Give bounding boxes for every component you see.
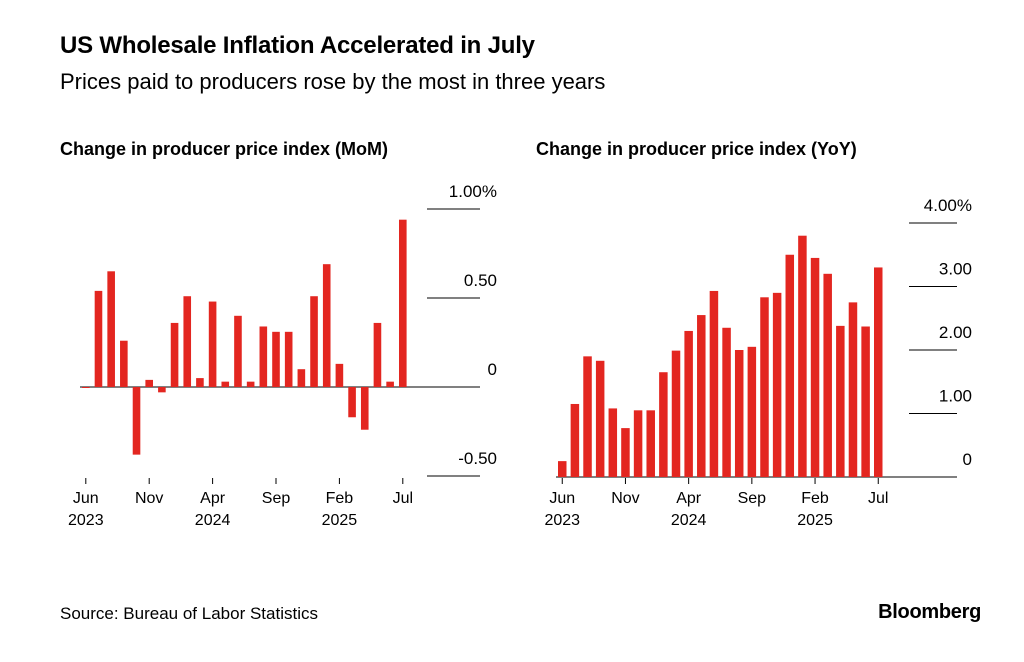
yoy-bar bbox=[684, 330, 693, 477]
yoy-bar bbox=[747, 346, 757, 477]
mom-x-tick-label: Jun bbox=[73, 490, 99, 507]
yoy-bar bbox=[646, 410, 655, 477]
mom-x-tick-label: Jul bbox=[393, 490, 413, 507]
yoy-bar bbox=[621, 428, 630, 477]
mom-x-tick-label: 2023 bbox=[68, 512, 104, 529]
mom-bar bbox=[94, 290, 103, 387]
mom-bar bbox=[373, 322, 382, 387]
mom-bar bbox=[120, 340, 128, 387]
mom-bar bbox=[170, 322, 179, 387]
yoy-bar bbox=[785, 254, 795, 477]
mom-y-tick-label: -0.50 bbox=[458, 449, 497, 468]
yoy-bar bbox=[848, 302, 858, 477]
mom-bar bbox=[145, 379, 153, 387]
mom-y-tick-label: 0 bbox=[488, 360, 497, 379]
mom-bar bbox=[196, 378, 204, 387]
yoy-bar bbox=[810, 257, 820, 477]
mom-x-tick-label: 2025 bbox=[322, 512, 358, 529]
mom-panel-title: Change in producer price index (MoM) bbox=[60, 139, 388, 159]
yoy-y-tick-label: 3.00 bbox=[939, 260, 972, 279]
yoy-bar bbox=[772, 292, 782, 477]
mom-bar bbox=[221, 381, 230, 387]
yoy-bar bbox=[583, 356, 592, 477]
yoy-y-tick-label: 1.00 bbox=[939, 387, 972, 406]
mom-bar bbox=[132, 387, 141, 455]
yoy-bar bbox=[633, 410, 643, 477]
yoy-y-tick-label: 4.00% bbox=[924, 196, 972, 215]
mom-x-tick-label: Nov bbox=[135, 490, 163, 507]
chart-subtitle: Prices paid to producers rose by the mos… bbox=[60, 69, 606, 94]
yoy-bar bbox=[823, 273, 832, 477]
yoy-x-tick-label: Feb bbox=[801, 490, 829, 507]
mom-bar bbox=[183, 296, 192, 387]
yoy-bar bbox=[798, 235, 807, 477]
mom-y-tick-label: 1.00% bbox=[449, 182, 497, 201]
yoy-x-tick-label: Jul bbox=[868, 490, 888, 507]
yoy-bar bbox=[595, 360, 605, 477]
yoy-x-tick-label: Apr bbox=[676, 490, 702, 507]
mom-bar bbox=[107, 271, 115, 387]
yoy-bar bbox=[697, 315, 706, 477]
mom-bar bbox=[360, 387, 369, 430]
mom-bar bbox=[246, 381, 255, 387]
yoy-bar bbox=[709, 290, 719, 477]
yoy-x-tick-label: Sep bbox=[738, 490, 767, 507]
mom-bar bbox=[322, 264, 331, 387]
mom-x-tick-label: Apr bbox=[200, 490, 226, 507]
yoy-bar bbox=[722, 327, 731, 477]
yoy-x-tick-label: 2023 bbox=[544, 512, 580, 529]
yoy-x-tick-label: 2025 bbox=[797, 512, 833, 529]
mom-bar bbox=[335, 363, 344, 387]
yoy-x-tick-label: 2024 bbox=[671, 512, 707, 529]
yoy-bar bbox=[659, 372, 668, 477]
mom-x-tick-label: Sep bbox=[262, 490, 291, 507]
mom-bar bbox=[310, 296, 318, 387]
yoy-y-tick-label: 0 bbox=[963, 450, 972, 469]
yoy-bar bbox=[671, 350, 681, 477]
yoy-y-tick-label: 2.00 bbox=[939, 323, 972, 342]
yoy-bar bbox=[836, 325, 845, 477]
yoy-bar bbox=[734, 350, 744, 477]
source-note: Source: Bureau of Labor Statistics bbox=[60, 604, 318, 623]
mom-x-tick-label: 2024 bbox=[195, 512, 231, 529]
mom-x-tick-label: Feb bbox=[326, 490, 354, 507]
yoy-panel-title: Change in producer price index (YoY) bbox=[536, 139, 857, 159]
mom-bar bbox=[348, 387, 356, 418]
chart-title: US Wholesale Inflation Accelerated in Ju… bbox=[60, 32, 535, 59]
yoy-bar bbox=[861, 326, 870, 477]
yoy-bar bbox=[760, 297, 769, 477]
yoy-bar bbox=[874, 267, 883, 477]
yoy-x-tick-label: Nov bbox=[611, 490, 639, 507]
mom-bar bbox=[259, 326, 268, 387]
mom-bar bbox=[399, 219, 407, 387]
mom-bar bbox=[272, 331, 280, 387]
mom-y-tick-label: 0.50 bbox=[464, 271, 497, 290]
yoy-x-tick-label: Jun bbox=[549, 490, 575, 507]
yoy-bar bbox=[608, 408, 618, 477]
mom-bar bbox=[208, 301, 217, 387]
yoy-bar bbox=[558, 461, 567, 477]
mom-bar bbox=[158, 387, 166, 393]
mom-bar bbox=[284, 331, 293, 387]
mom-bar bbox=[234, 315, 242, 387]
mom-bar bbox=[82, 387, 90, 388]
yoy-bar bbox=[570, 403, 580, 477]
mom-bar bbox=[297, 369, 306, 387]
bloomberg-logo: Bloomberg bbox=[878, 601, 981, 623]
mom-bar bbox=[386, 381, 394, 387]
